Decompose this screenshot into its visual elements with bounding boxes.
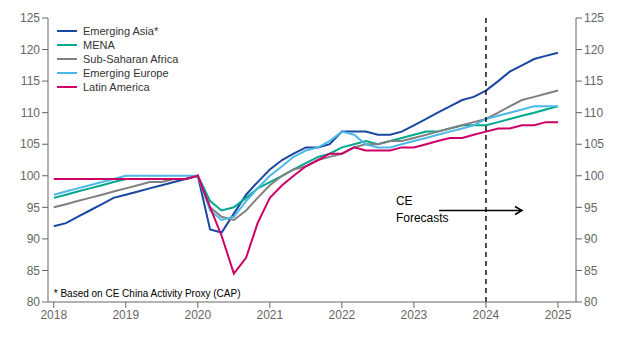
html-text:Emerging Europe: Emerging Europe [83, 67, 169, 79]
svg-text:* Based on CE China Activity P: * Based on CE China Activity Proxy (CAP) [54, 288, 241, 299]
svg-text:80: 80 [584, 295, 598, 309]
svg-text:90: 90 [27, 232, 41, 246]
svg-text:100: 100 [20, 169, 40, 183]
svg-text:CEForecasts: CEForecasts [396, 194, 449, 225]
svg-text:125: 125 [584, 11, 604, 25]
svg-text:105: 105 [20, 137, 40, 151]
svg-text:95: 95 [27, 201, 41, 215]
html-text:Emerging Asia*: Emerging Asia* [83, 25, 159, 37]
svg-text:115: 115 [584, 74, 603, 88]
svg-text:2019: 2019 [112, 308, 139, 322]
svg-text:115: 115 [21, 74, 40, 88]
svg-text:85: 85 [584, 264, 598, 278]
svg-text:2020: 2020 [184, 308, 211, 322]
svg-text:100: 100 [584, 169, 604, 183]
svg-text:2025: 2025 [545, 308, 572, 322]
svg-text:2024: 2024 [473, 308, 500, 322]
svg-text:85: 85 [27, 264, 41, 278]
svg-text:2018: 2018 [40, 308, 67, 322]
svg-text:80: 80 [27, 295, 41, 309]
svg-text:2022: 2022 [329, 308, 356, 322]
svg-text:110: 110 [584, 106, 603, 120]
svg-text:120: 120 [20, 43, 40, 57]
svg-text:125: 125 [20, 11, 40, 25]
html-text:MENA: MENA [83, 39, 115, 51]
svg-text:2021: 2021 [257, 308, 284, 322]
svg-text:105: 105 [584, 137, 604, 151]
svg-text:110: 110 [21, 106, 40, 120]
svg-text:95: 95 [584, 201, 598, 215]
html-text:Sub-Saharan Africa: Sub-Saharan Africa [83, 53, 179, 65]
svg-text:90: 90 [584, 232, 598, 246]
svg-text:2023: 2023 [401, 308, 428, 322]
html-text:Latin America: Latin America [83, 81, 150, 93]
svg-text:120: 120 [584, 43, 604, 57]
